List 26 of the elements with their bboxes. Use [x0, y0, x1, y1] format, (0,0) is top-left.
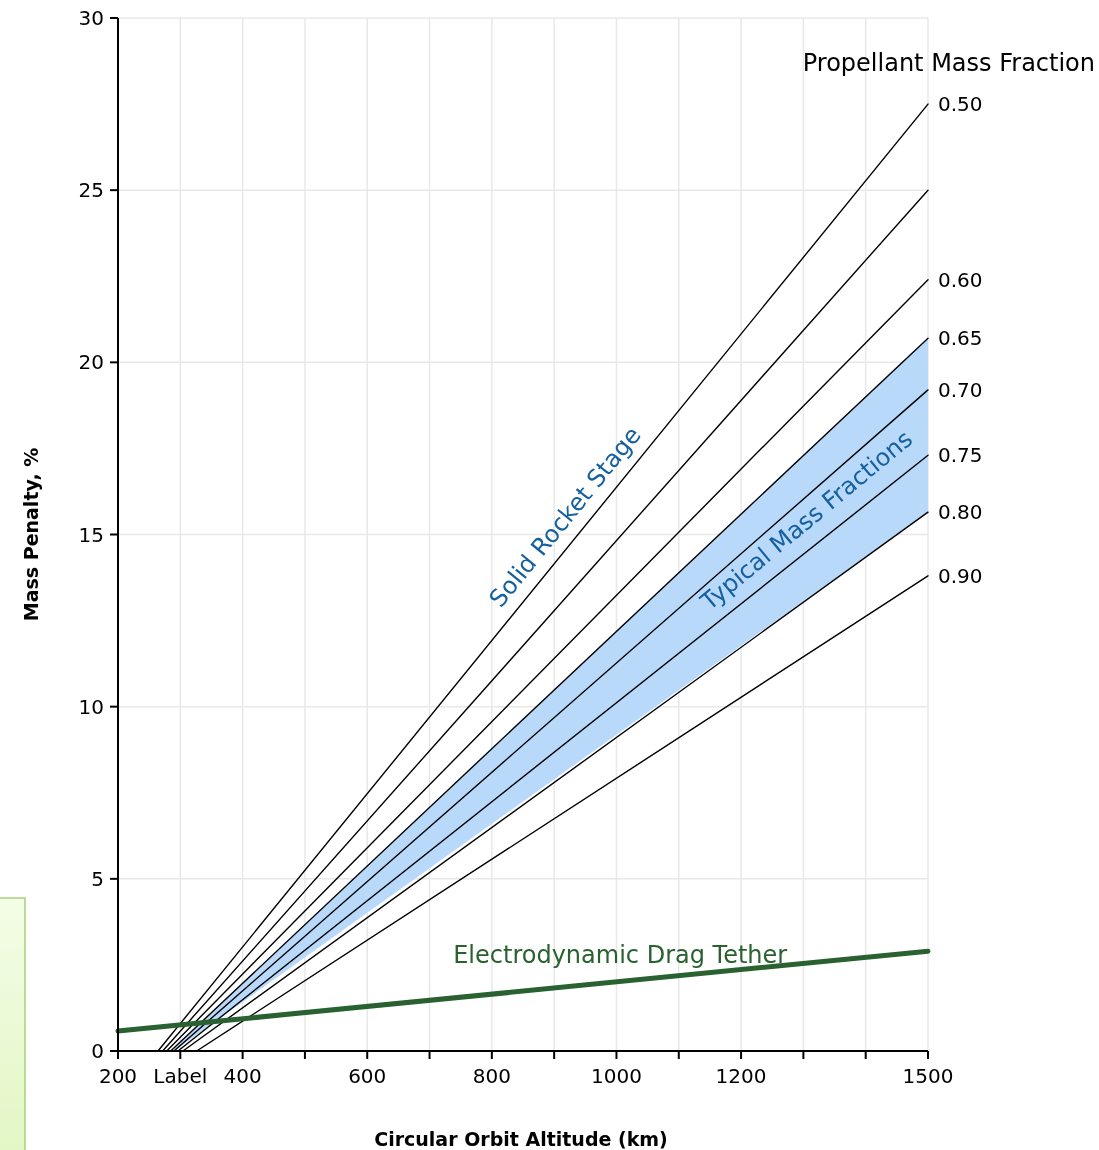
x-tick-label: 200 [98, 1064, 138, 1088]
y-tick-label: 20 [78, 350, 104, 375]
y-tick-label: 25 [78, 178, 104, 203]
x-tick-label: 600 [348, 1064, 387, 1088]
series-label: 0.50 [938, 92, 983, 117]
series-label: 0.75 [938, 443, 983, 468]
legend-title: Propellant Mass Fraction [802, 49, 1095, 77]
y-axis-title: Mass Penalty, % [20, 447, 42, 622]
series-label: Electrodynamic Drag Tether [453, 941, 788, 970]
x-tick-label: 1500 [902, 1064, 954, 1088]
x-tick-label: 400 [223, 1064, 262, 1088]
series-label: 0.90 [938, 563, 983, 588]
x-axis-title: Circular Orbit Altitude (km) [374, 1128, 668, 1150]
x-tick-label: 1200 [715, 1064, 767, 1088]
x-tick-label: 800 [472, 1064, 511, 1088]
x-tick-label: 1000 [591, 1064, 642, 1088]
y-tick-label: 5 [91, 866, 104, 891]
x-tick-label: Label [153, 1064, 208, 1088]
series-label: 0.80 [938, 500, 983, 525]
y-tick-label: 15 [78, 522, 104, 547]
series-label: 0.70 [938, 377, 983, 402]
y-tick-label: 10 [78, 694, 104, 719]
series-label: 0.65 [938, 326, 983, 351]
y-tick-label: 30 [78, 6, 104, 30]
y-tick-label: 0 [91, 1039, 104, 1063]
series-label: 0.60 [938, 267, 983, 292]
